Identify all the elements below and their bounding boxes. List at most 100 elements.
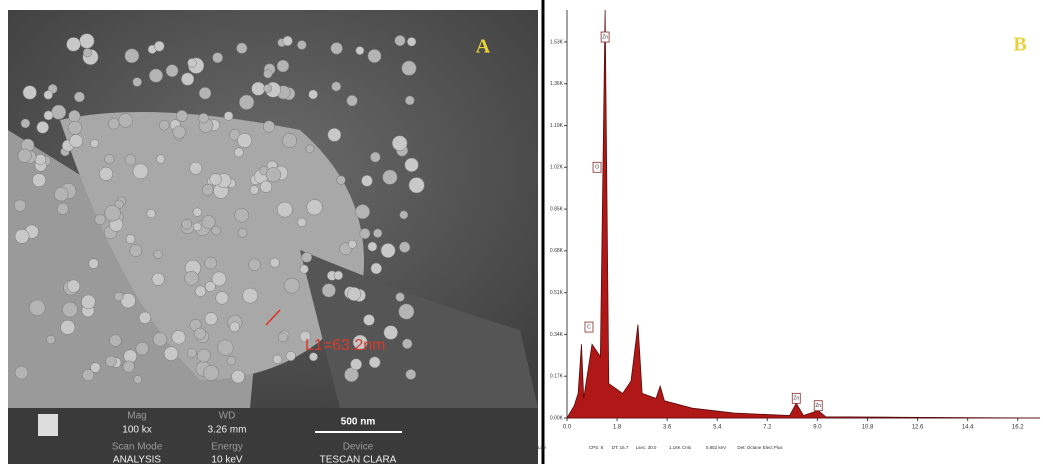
particle [360, 228, 370, 238]
particle [14, 200, 26, 212]
particle [188, 58, 197, 67]
particle [173, 126, 186, 139]
particle [381, 243, 395, 257]
icon [38, 414, 58, 436]
particle [61, 320, 75, 334]
particle [368, 49, 381, 62]
particle [282, 133, 296, 147]
particle [35, 154, 46, 165]
info-value: 3.26 mm [208, 425, 247, 436]
particle [152, 273, 164, 285]
particle [405, 96, 414, 105]
y-tick-label: 0.00K [550, 415, 564, 421]
particle [166, 65, 178, 77]
particle [216, 292, 229, 305]
particle [90, 363, 100, 373]
particle [402, 61, 417, 76]
particle [123, 361, 135, 373]
particle [125, 49, 139, 63]
x-tick-label: 0.0 [563, 425, 572, 431]
particle [187, 348, 196, 357]
particle [153, 332, 167, 346]
particle [193, 223, 201, 231]
particle [125, 155, 136, 166]
particle [44, 91, 53, 100]
particle [70, 134, 83, 147]
particle [193, 208, 202, 217]
scale-bar-label: 500 nm [341, 417, 376, 428]
particle [164, 347, 178, 361]
particle [399, 242, 410, 253]
particle [149, 69, 162, 82]
particle [277, 60, 289, 72]
info-value: 10 keV [211, 455, 242, 464]
particle [300, 265, 308, 273]
particle [51, 105, 65, 119]
particle [239, 95, 254, 110]
x-tick-label: 14.4 [962, 425, 974, 431]
eds-panel: B 0.00K0.17K0.34K0.51K0.68K0.85K1.02K1.1… [538, 10, 1040, 450]
panel-label: A [476, 36, 491, 58]
particle [37, 121, 49, 133]
particle [105, 205, 121, 221]
particle [250, 186, 259, 195]
particle [21, 119, 30, 128]
particle [105, 154, 115, 164]
particle [252, 82, 265, 95]
particle [370, 152, 380, 162]
particle [154, 250, 163, 259]
particle [347, 287, 360, 300]
particle [205, 257, 217, 269]
particle [114, 292, 123, 301]
y-tick-label: 0.51K [550, 290, 564, 296]
info-bar [8, 408, 538, 464]
particle [176, 110, 187, 121]
particle [202, 184, 213, 195]
particle [273, 355, 282, 364]
particle [395, 35, 406, 46]
particle [197, 349, 210, 362]
peak-label: O [595, 165, 599, 171]
particle [106, 356, 117, 367]
peak-label: Zn [793, 396, 799, 402]
x-tick-label: 3.6 [663, 425, 672, 431]
particle [181, 73, 194, 86]
info-value: TESCAN CLARA [320, 455, 397, 464]
y-tick-label: 1.53K [550, 39, 564, 45]
particle [297, 40, 306, 49]
particle [57, 203, 68, 214]
particle [159, 120, 169, 130]
particle [238, 228, 247, 237]
particle [203, 365, 218, 380]
y-tick-label: 1.19K [550, 123, 564, 129]
particle [205, 312, 218, 325]
panel-label: B [1013, 34, 1026, 56]
particle [402, 339, 412, 349]
particle [69, 110, 81, 122]
sem-panel: L1=63.2nm A Mag 100 kx WD 3.26 mm 500 nm… [8, 10, 538, 464]
particle [263, 69, 272, 78]
particle [306, 145, 314, 153]
particle [130, 244, 142, 256]
particle [277, 202, 292, 217]
particle [399, 304, 414, 319]
particle [331, 42, 343, 54]
info-label: Energy [211, 442, 243, 453]
particle [29, 300, 45, 316]
figure: L1=63.2nm A Mag 100 kx WD 3.26 mm 500 nm… [0, 0, 1043, 464]
particle [133, 78, 142, 87]
x-tick-label: 1.8 [613, 425, 622, 431]
particle [89, 259, 99, 269]
particle [199, 113, 209, 123]
footer-text: 1.16K Cnts [669, 445, 692, 450]
particle [237, 133, 251, 147]
particle [263, 121, 275, 133]
particle [81, 295, 95, 309]
x-tick-label: 12.6 [912, 425, 924, 431]
particle [286, 351, 295, 360]
y-tick-label: 0.85K [550, 206, 564, 212]
particle [227, 356, 236, 365]
particle [32, 173, 45, 186]
particle [309, 90, 318, 99]
particle [110, 335, 122, 347]
